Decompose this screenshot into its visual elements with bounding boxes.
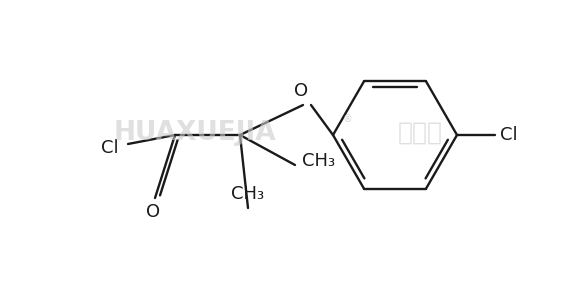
Text: O: O [146, 203, 160, 221]
Text: Cl: Cl [101, 139, 119, 157]
Text: HUAXUEJIA: HUAXUEJIA [113, 120, 276, 146]
Text: O: O [294, 82, 308, 100]
Text: 化学加: 化学加 [398, 121, 442, 145]
Text: CH₃: CH₃ [303, 152, 336, 170]
Text: ®: ® [343, 114, 353, 124]
Text: Cl: Cl [500, 126, 518, 144]
Text: CH₃: CH₃ [231, 185, 265, 203]
